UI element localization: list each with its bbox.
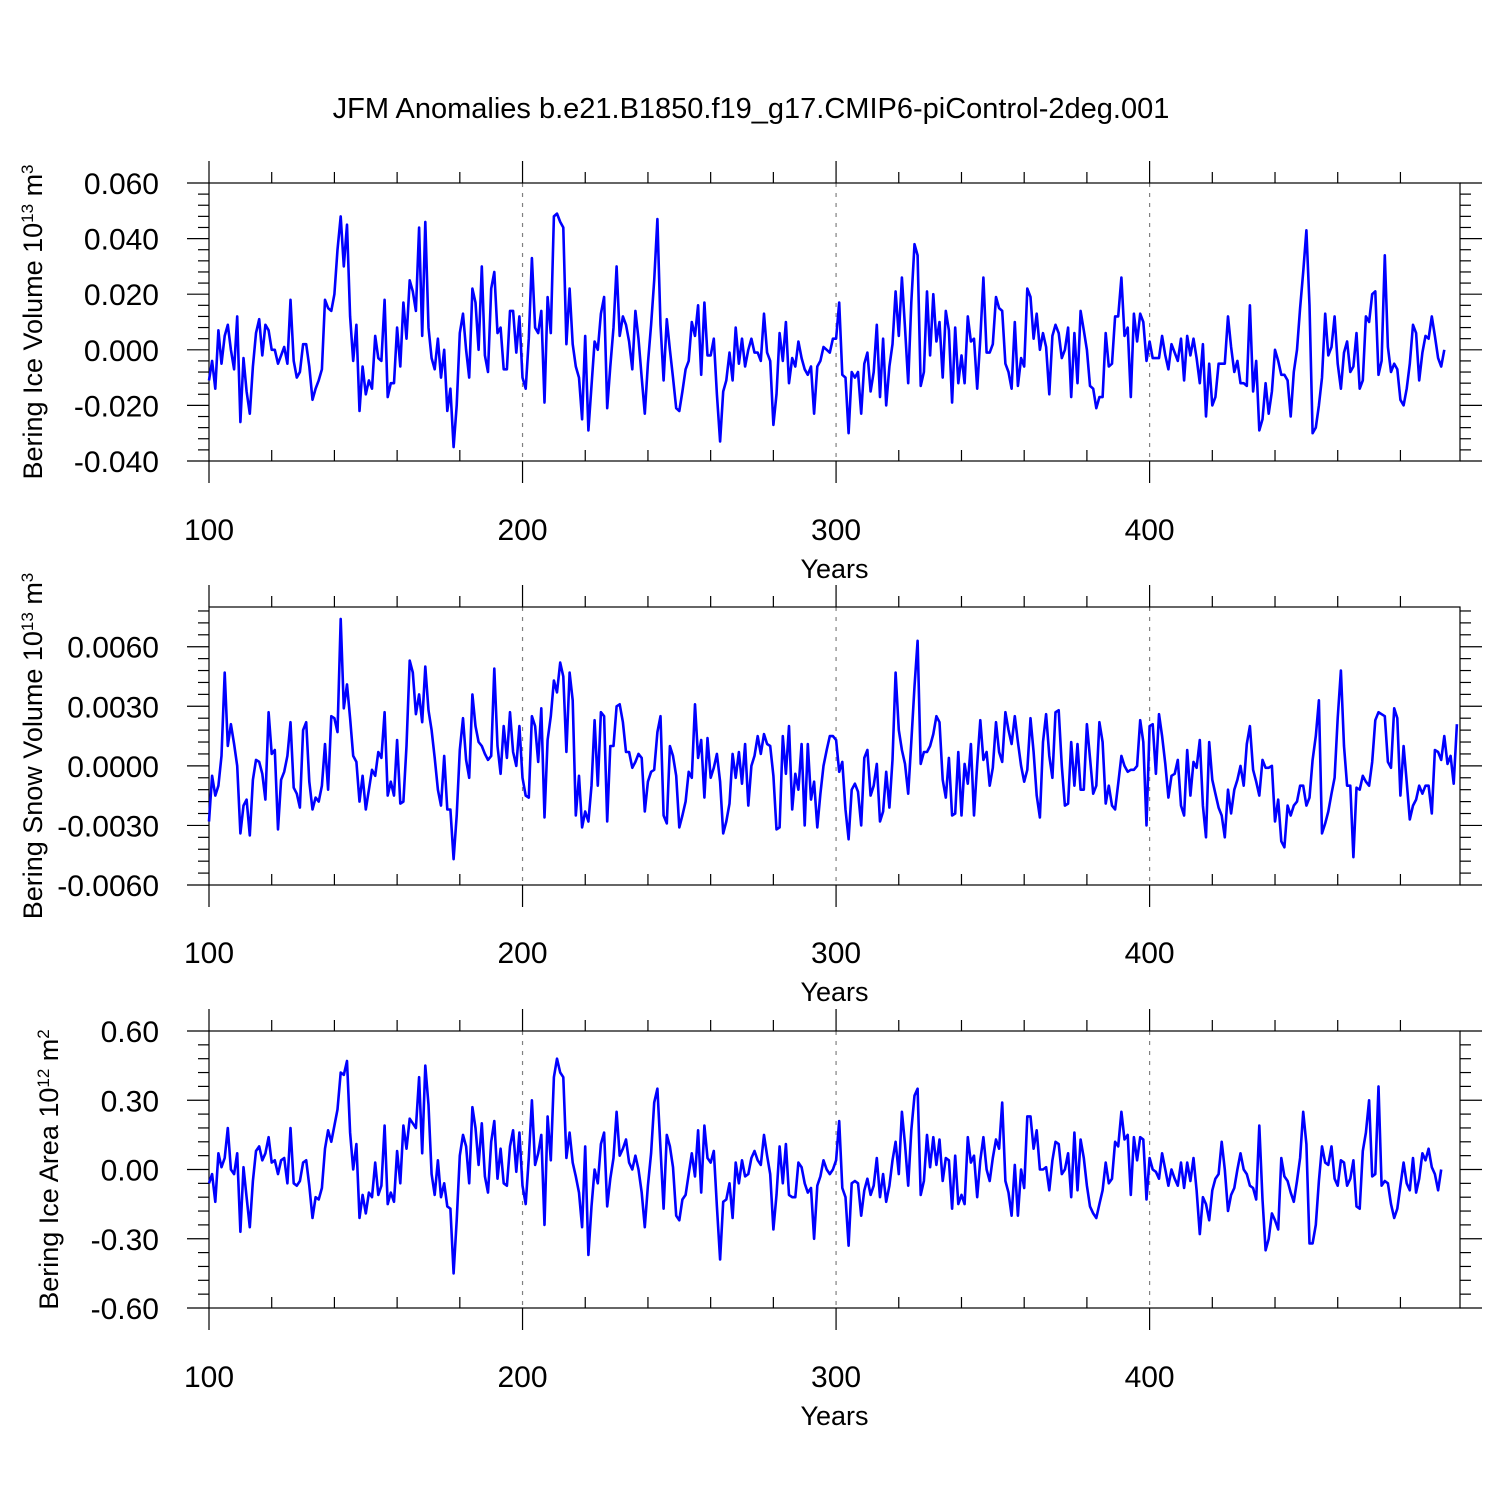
x-tick-label: 300: [811, 514, 861, 547]
y-axis-label-part: 3: [18, 164, 37, 173]
x-tick-label: 100: [184, 1361, 234, 1394]
y-axis-label: Bering Snow Volume 1013 m3: [18, 573, 49, 920]
x-tick-label: 100: [184, 514, 234, 547]
y-tick-label: 0.060: [84, 168, 159, 201]
y-axis-label-part: m: [34, 1039, 64, 1069]
y-tick-label: 0.30: [101, 1085, 159, 1118]
y-axis-label-part: Bering Snow Volume 10: [18, 631, 48, 919]
x-axis-label: Years: [800, 977, 868, 1007]
y-tick-label: 0.040: [84, 224, 159, 257]
series-line: [207, 212, 1446, 449]
x-tick-label: 400: [1125, 937, 1175, 970]
x-tick-label: 200: [498, 937, 548, 970]
x-tick-label: 400: [1125, 1361, 1175, 1394]
x-tick-label: 200: [498, 514, 548, 547]
panel-1: 100 200 300 400 Years -0.040 -0.020 0.000 0.020 0…: [18, 161, 1482, 584]
y-axis-label-part: 13: [18, 612, 37, 631]
x-tick-label: 300: [811, 1361, 861, 1394]
y-axis-label-part: m: [18, 582, 48, 612]
y-tick-label: 0.020: [84, 279, 159, 312]
plot-frame: [208, 606, 1461, 886]
y-axis-label: Bering Ice Volume 1013 m3: [18, 164, 49, 479]
y-axis-label: Bering Ice Area 1012 m2: [34, 1029, 65, 1310]
plot-frame: [208, 182, 1461, 462]
y-tick-label: 0.0060: [67, 632, 159, 665]
y-tick-label: 0.00: [101, 1155, 159, 1188]
x-tick-label: 100: [184, 937, 234, 970]
x-tick-label: 200: [498, 1361, 548, 1394]
series-line: [207, 1057, 1443, 1275]
y-axis-label-part: 2: [34, 1029, 53, 1038]
y-axis-label-part: 13: [18, 204, 37, 223]
y-axis-label-part: 12: [34, 1069, 53, 1088]
panel-3: 100 200 300 400 Years -0.60 -0.30 0.00 0.30 0.60 B…: [34, 1009, 1482, 1431]
y-tick-label: -0.30: [91, 1224, 159, 1257]
y-axis-label-part: Bering Ice Volume 10: [18, 223, 48, 480]
y-tick-label: -0.60: [91, 1293, 159, 1326]
y-axis-label-part: m: [18, 174, 48, 204]
series-line: [207, 617, 1459, 861]
x-tick-label: 300: [811, 937, 861, 970]
y-tick-label: -0.020: [74, 390, 159, 423]
y-tick-label: -0.0030: [57, 810, 159, 843]
figure-title: JFM Anomalies b.e21.B1850.f19_g17.CMIP6-…: [333, 93, 1170, 125]
y-tick-label: 0.60: [101, 1016, 159, 1049]
y-tick-label: -0.0060: [57, 870, 159, 903]
y-axis-label-part: Bering Ice Area 10: [34, 1088, 64, 1310]
y-axis-label-part: 3: [18, 573, 37, 582]
x-axis-label: Years: [800, 554, 868, 584]
y-tick-label: -0.040: [74, 446, 159, 479]
y-tick-label: 0.000: [84, 335, 159, 368]
panel-2: 100 200 300 400 Years -0.0060 -0.0030 0.0000 0.0…: [18, 573, 1482, 1007]
y-tick-label: 0.0000: [67, 751, 159, 784]
x-axis-label: Years: [800, 1401, 868, 1431]
y-tick-label: 0.0030: [67, 691, 159, 724]
x-tick-label: 400: [1125, 514, 1175, 547]
